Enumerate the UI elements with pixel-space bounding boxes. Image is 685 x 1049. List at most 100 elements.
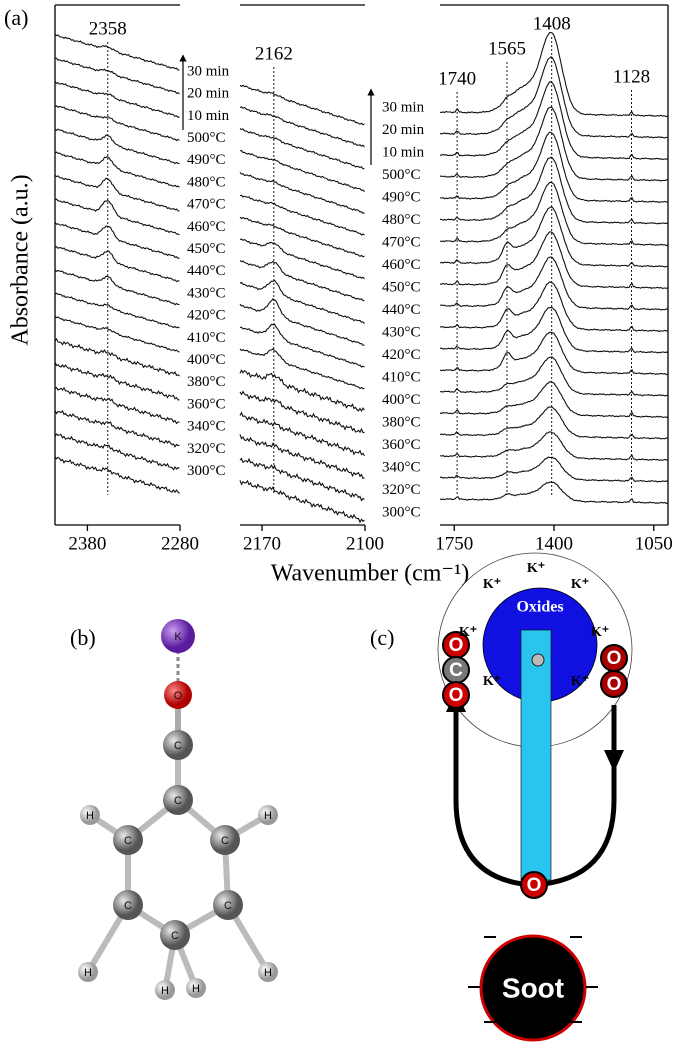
spectrum bbox=[239, 434, 365, 480]
atom bbox=[442, 681, 470, 709]
spectrum bbox=[239, 479, 365, 524]
atom-label: O bbox=[449, 635, 464, 656]
spectrum bbox=[239, 297, 365, 346]
atom-label: O bbox=[607, 674, 622, 695]
series-label: 460°C bbox=[382, 257, 421, 273]
atom-label: O bbox=[174, 690, 183, 702]
series-label: 360°C bbox=[382, 437, 421, 453]
y-axis-label: Absorbance (a.u.) bbox=[8, 174, 34, 345]
x-tick-label: 1400 bbox=[535, 533, 573, 554]
spectrum bbox=[439, 331, 669, 376]
atom-label: K bbox=[174, 631, 182, 643]
panel-label: (a) bbox=[4, 5, 28, 30]
atom bbox=[600, 670, 628, 698]
atom bbox=[160, 920, 190, 950]
atom bbox=[113, 890, 143, 920]
spectrum bbox=[54, 57, 180, 95]
spectrum bbox=[239, 171, 365, 215]
spectrum bbox=[439, 106, 669, 182]
spectrum bbox=[54, 315, 180, 353]
atom-label: C bbox=[224, 900, 232, 912]
peak-label: 1565 bbox=[488, 38, 526, 59]
series-label: 360°C bbox=[187, 396, 226, 412]
spectrum bbox=[439, 156, 669, 225]
spectrum bbox=[439, 356, 669, 397]
series-label: 500°C bbox=[187, 130, 226, 146]
spectrum bbox=[439, 481, 669, 505]
series-label: 480°C bbox=[187, 174, 226, 190]
series-label: 450°C bbox=[187, 241, 226, 257]
spectrum bbox=[54, 361, 180, 401]
spectrum bbox=[54, 221, 180, 259]
x-tick-label: 2100 bbox=[346, 533, 384, 554]
series-label: 480°C bbox=[382, 212, 421, 228]
spectrum bbox=[54, 410, 180, 448]
spectrum bbox=[239, 390, 365, 434]
spectrum bbox=[239, 348, 365, 390]
atom-label: H bbox=[161, 985, 169, 997]
series-label: 490°C bbox=[187, 152, 226, 168]
spectrum bbox=[239, 323, 365, 368]
series-label: 430°C bbox=[382, 324, 421, 340]
x-tick-label: 1050 bbox=[635, 533, 673, 554]
x-tick-label: 2170 bbox=[243, 533, 281, 554]
spectrum bbox=[439, 256, 669, 311]
cation-label: K⁺ bbox=[459, 625, 477, 640]
atom-label: H bbox=[192, 983, 200, 995]
series-label: 400°C bbox=[382, 392, 421, 408]
atom bbox=[161, 619, 195, 653]
series-label: 340°C bbox=[187, 419, 226, 435]
series-label: 320°C bbox=[187, 441, 226, 457]
spectrum bbox=[439, 406, 669, 440]
series-label: 20 min bbox=[382, 122, 425, 138]
series-label: 430°C bbox=[187, 285, 226, 301]
spectrum bbox=[239, 369, 365, 413]
series-label: 30 min bbox=[382, 99, 425, 115]
series-label: 380°C bbox=[187, 374, 226, 390]
series-label: 410°C bbox=[382, 369, 421, 385]
spectrum bbox=[439, 81, 669, 161]
molecule: K O C C C C C C C H H H H H H bbox=[78, 619, 278, 1000]
spectrum bbox=[239, 194, 365, 236]
spectrum bbox=[54, 151, 180, 188]
atom bbox=[163, 785, 193, 815]
x-axis-label: Wavenumber (cm⁻¹) bbox=[271, 561, 470, 587]
atom bbox=[80, 805, 100, 825]
spectrum bbox=[439, 131, 669, 204]
spectrum bbox=[239, 128, 365, 170]
series-label: 30 min bbox=[187, 63, 230, 79]
spectrum bbox=[439, 31, 669, 118]
series-label: 470°C bbox=[382, 234, 421, 250]
atom bbox=[155, 980, 175, 1000]
interface bbox=[520, 629, 552, 881]
spectrum bbox=[439, 431, 669, 462]
spectrum bbox=[239, 279, 365, 324]
spectrum bbox=[439, 56, 669, 139]
cation-label: K⁺ bbox=[527, 561, 545, 576]
spectrum bbox=[239, 106, 365, 148]
cation-label: K⁺ bbox=[483, 674, 501, 689]
atom bbox=[213, 890, 243, 920]
oxides-label: Oxides bbox=[516, 599, 563, 616]
atom-label: O bbox=[449, 685, 464, 706]
spectrum bbox=[439, 306, 669, 354]
peak-label: 2358 bbox=[89, 18, 127, 39]
series-label: 440°C bbox=[187, 263, 226, 279]
spectrum bbox=[439, 206, 669, 268]
spectra-panel: 2380 2280 2358 2170 2100 2162 1750 1400 1050 1740… bbox=[54, 4, 673, 554]
series-label: 320°C bbox=[382, 482, 421, 498]
cation-label: K⁺ bbox=[591, 625, 609, 640]
atom bbox=[520, 871, 548, 899]
atom-label: H bbox=[264, 810, 272, 822]
series-label: 410°C bbox=[187, 330, 226, 346]
cation-label: K⁺ bbox=[483, 577, 501, 592]
x-tick-label: 2280 bbox=[161, 533, 199, 554]
series-label: 10 min bbox=[187, 108, 230, 124]
soot bbox=[479, 934, 587, 1042]
series-label: 500°C bbox=[382, 167, 421, 183]
spectrum bbox=[54, 269, 180, 306]
atom bbox=[258, 962, 278, 982]
spectrum bbox=[54, 292, 180, 329]
